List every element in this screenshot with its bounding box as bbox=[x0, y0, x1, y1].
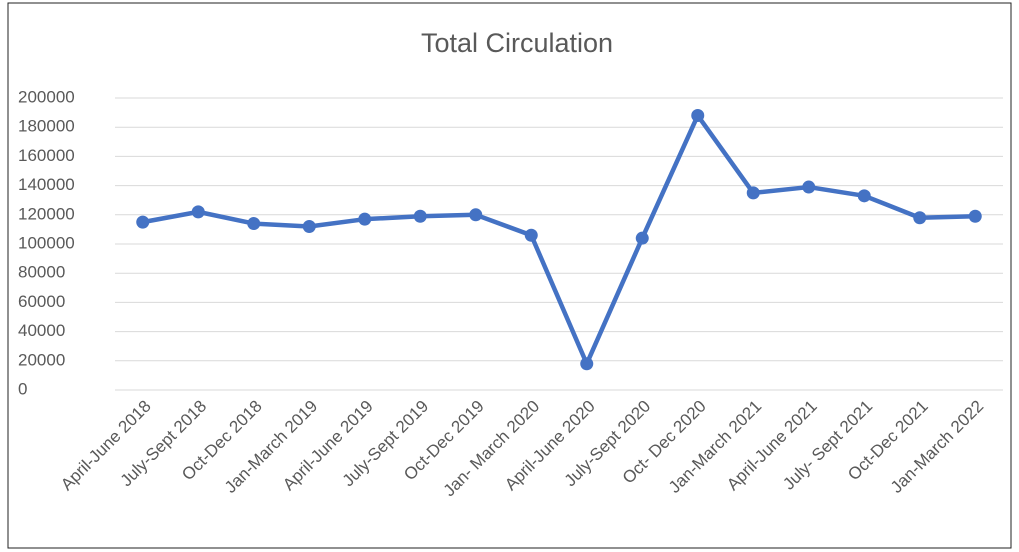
data-point bbox=[247, 217, 261, 231]
data-point bbox=[913, 211, 927, 225]
data-point bbox=[358, 212, 372, 226]
chart-border bbox=[7, 2, 1012, 549]
y-tick-label: 40000 bbox=[18, 321, 65, 340]
y-tick-label: 200000 bbox=[18, 87, 75, 106]
data-point bbox=[968, 209, 982, 223]
data-point bbox=[191, 205, 205, 219]
y-tick-label: 100000 bbox=[18, 233, 75, 252]
y-tick-label: 80000 bbox=[18, 263, 65, 282]
series-line bbox=[142, 113, 976, 366]
y-tick-label: 180000 bbox=[18, 117, 75, 136]
data-point bbox=[802, 180, 816, 194]
data-point bbox=[580, 357, 594, 371]
data-point bbox=[524, 228, 538, 242]
y-tick-label: 20000 bbox=[18, 350, 65, 369]
data-point bbox=[857, 189, 871, 203]
data-point bbox=[691, 109, 705, 123]
y-tick-label: 160000 bbox=[18, 146, 75, 165]
data-point bbox=[635, 231, 649, 245]
chart-title: Total Circulation bbox=[421, 28, 613, 58]
data-point bbox=[302, 219, 316, 233]
y-tick-label: 60000 bbox=[18, 292, 65, 311]
data-point bbox=[746, 186, 760, 200]
y-tick-label: 120000 bbox=[18, 204, 75, 223]
data-point bbox=[136, 215, 150, 229]
data-point bbox=[413, 209, 427, 223]
y-tick-label: 0 bbox=[18, 379, 27, 398]
data-point bbox=[469, 208, 483, 222]
y-tick-label: 140000 bbox=[18, 175, 75, 194]
